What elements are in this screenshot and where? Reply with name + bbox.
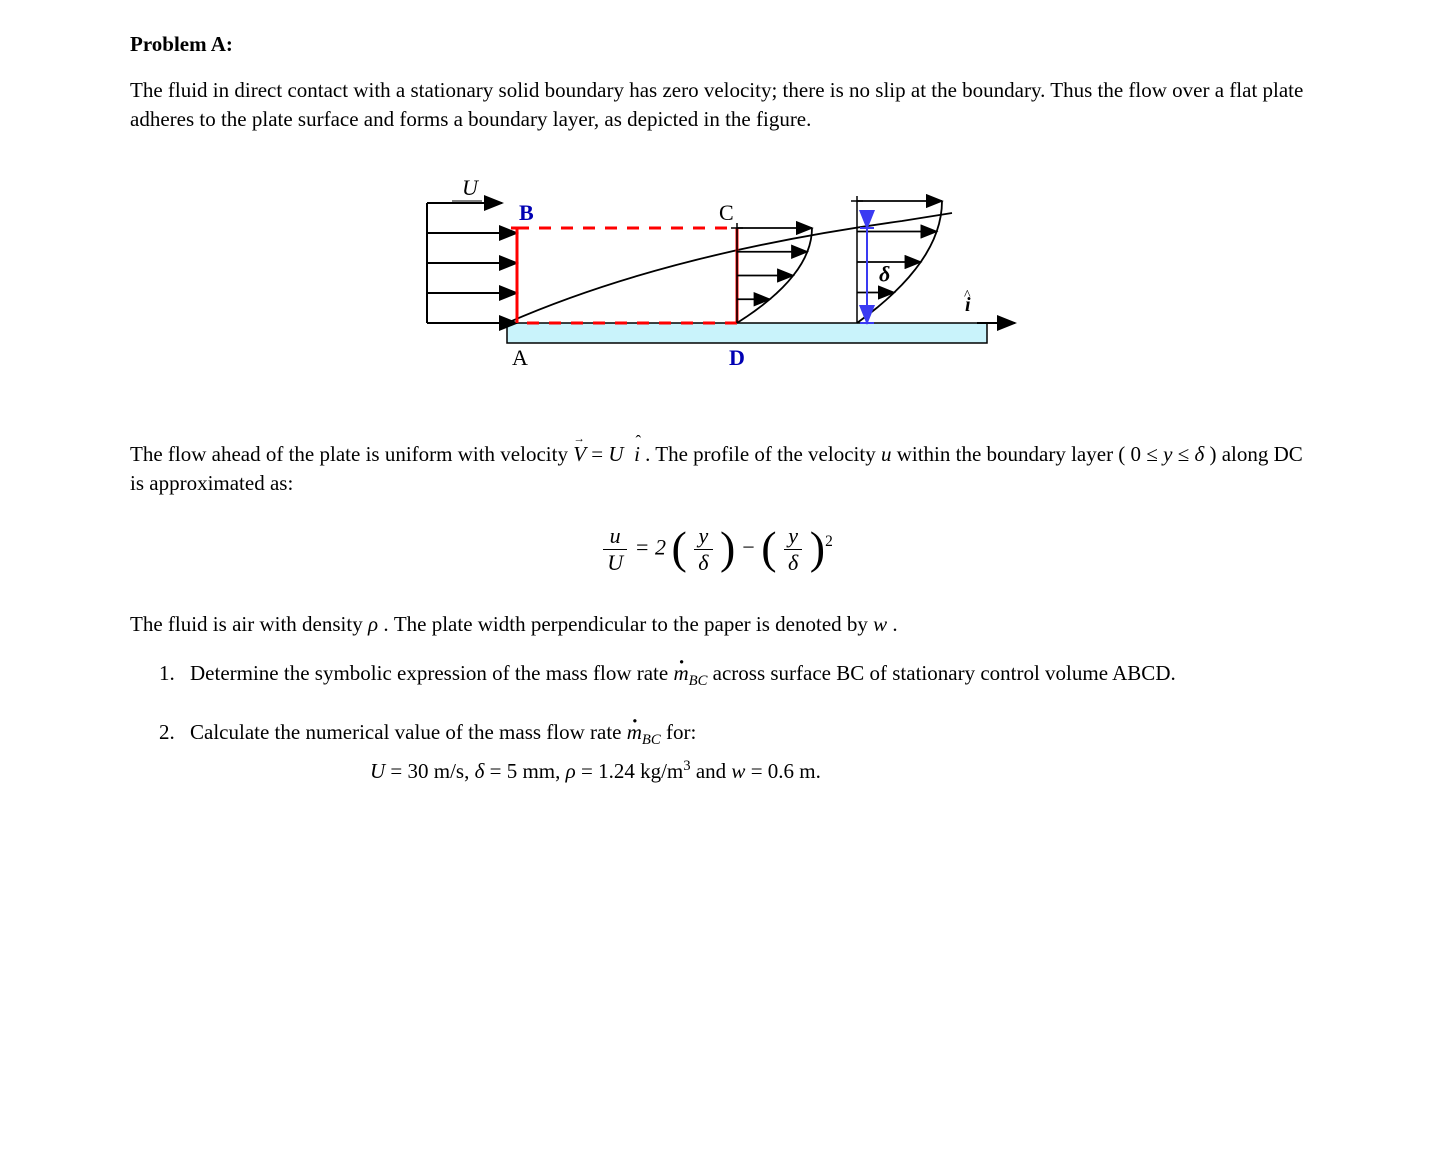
text: = 30 m/s, [385, 759, 474, 783]
scalar-u: u [881, 442, 892, 466]
velocity-profile-equation: u U = 2 ( y δ ) − ( y δ )2 [130, 525, 1304, 574]
text: Determine the symbolic expression of the… [190, 661, 673, 685]
var-delta: δ [1194, 442, 1204, 466]
text: . The profile of the velocity [645, 442, 881, 466]
text: ≤ [1172, 442, 1194, 466]
text: within the boundary layer ( 0 ≤ [897, 442, 1163, 466]
svg-text:D: D [729, 345, 745, 370]
svg-text:B: B [519, 200, 534, 225]
boundary-layer-diagram: Uδi^ABCD [417, 173, 1017, 373]
text: and [691, 759, 732, 783]
frac-u-over-U: u U [603, 525, 627, 574]
delta: δ [475, 759, 485, 783]
fluid-paragraph: The fluid is air with density ρ . The pl… [130, 610, 1304, 638]
m-dot: m [627, 718, 642, 746]
svg-text:δ: δ [879, 262, 890, 287]
problem-title: Problem A: [130, 30, 1304, 58]
denom: U [603, 550, 627, 574]
m-dot: m [673, 659, 688, 687]
text: . The plate width perpendicular to the p… [378, 612, 873, 636]
text: Calculate the numerical value of the mas… [190, 720, 627, 744]
numer: y [694, 525, 712, 550]
w: w [731, 759, 750, 783]
denom: δ [784, 550, 802, 574]
minus: − [741, 535, 761, 560]
text: = 2 [635, 535, 666, 560]
subscript-BC: BC [689, 674, 708, 690]
svg-text:U: U [462, 175, 480, 200]
frac-y-delta-2: y δ [784, 525, 802, 574]
velocity-paragraph: The flow ahead of the plate is uniform w… [130, 440, 1304, 497]
svg-text:C: C [719, 200, 734, 225]
text: across surface BC of stationary control … [713, 661, 1176, 685]
question-list: Determine the symbolic expression of the… [150, 659, 1304, 785]
numer: u [603, 525, 627, 550]
intro-paragraph: The fluid in direct contact with a stati… [130, 76, 1304, 133]
given-values: U = 30 m/s, δ = 5 mm, ρ = 1.24 kg/m3 and… [370, 757, 1304, 785]
scalar-U: U [608, 442, 623, 466]
cubed: 3 [683, 758, 690, 774]
unit-i-hat: i [629, 442, 640, 466]
text: The fluid is air with density [130, 612, 368, 636]
w: w [873, 612, 892, 636]
denom: δ [694, 550, 712, 574]
vector-V: V [573, 440, 586, 468]
frac-y-delta-1: y δ [694, 525, 712, 574]
U: U [370, 759, 385, 783]
rho: ρ [566, 759, 576, 783]
text: . [892, 612, 897, 636]
question-1: Determine the symbolic expression of the… [180, 659, 1304, 692]
text: = 1.24 kg/m [576, 759, 684, 783]
svg-text:^: ^ [964, 288, 971, 303]
question-2: Calculate the numerical value of the mas… [180, 718, 1304, 785]
numer: y [784, 525, 802, 550]
text: = 5 mm, [484, 759, 565, 783]
text: for: [666, 720, 696, 744]
text: = [591, 442, 608, 466]
text: = 0.6 m. [751, 759, 821, 783]
subscript-BC: BC [642, 733, 661, 749]
figure: Uδi^ABCD [130, 173, 1304, 380]
svg-text:A: A [512, 345, 528, 370]
text: The flow ahead of the plate is uniform w… [130, 442, 573, 466]
exponent-2: 2 [825, 533, 833, 550]
rho: ρ [368, 612, 378, 636]
